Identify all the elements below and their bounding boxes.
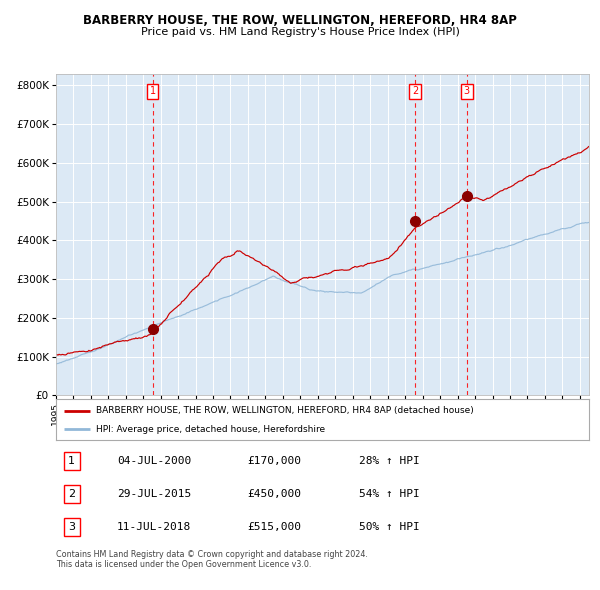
Text: 11-JUL-2018: 11-JUL-2018 [117,522,191,532]
Text: 50% ↑ HPI: 50% ↑ HPI [359,522,420,532]
Text: BARBERRY HOUSE, THE ROW, WELLINGTON, HEREFORD, HR4 8AP: BARBERRY HOUSE, THE ROW, WELLINGTON, HER… [83,14,517,27]
Text: 54% ↑ HPI: 54% ↑ HPI [359,489,420,499]
Text: 3: 3 [68,522,75,532]
Text: 04-JUL-2000: 04-JUL-2000 [117,456,191,466]
Text: Price paid vs. HM Land Registry's House Price Index (HPI): Price paid vs. HM Land Registry's House … [140,27,460,37]
Text: 1: 1 [149,87,155,96]
Text: £170,000: £170,000 [248,456,302,466]
Text: Contains HM Land Registry data © Crown copyright and database right 2024.
This d: Contains HM Land Registry data © Crown c… [56,550,368,569]
Text: £515,000: £515,000 [248,522,302,532]
Text: HPI: Average price, detached house, Herefordshire: HPI: Average price, detached house, Here… [96,425,325,434]
Text: 3: 3 [464,87,470,96]
Text: £450,000: £450,000 [248,489,302,499]
Text: BARBERRY HOUSE, THE ROW, WELLINGTON, HEREFORD, HR4 8AP (detached house): BARBERRY HOUSE, THE ROW, WELLINGTON, HER… [96,406,473,415]
Text: 28% ↑ HPI: 28% ↑ HPI [359,456,420,466]
Text: 2: 2 [412,87,418,96]
Text: 1: 1 [68,456,75,466]
Text: 2: 2 [68,489,76,499]
Text: 29-JUL-2015: 29-JUL-2015 [117,489,191,499]
